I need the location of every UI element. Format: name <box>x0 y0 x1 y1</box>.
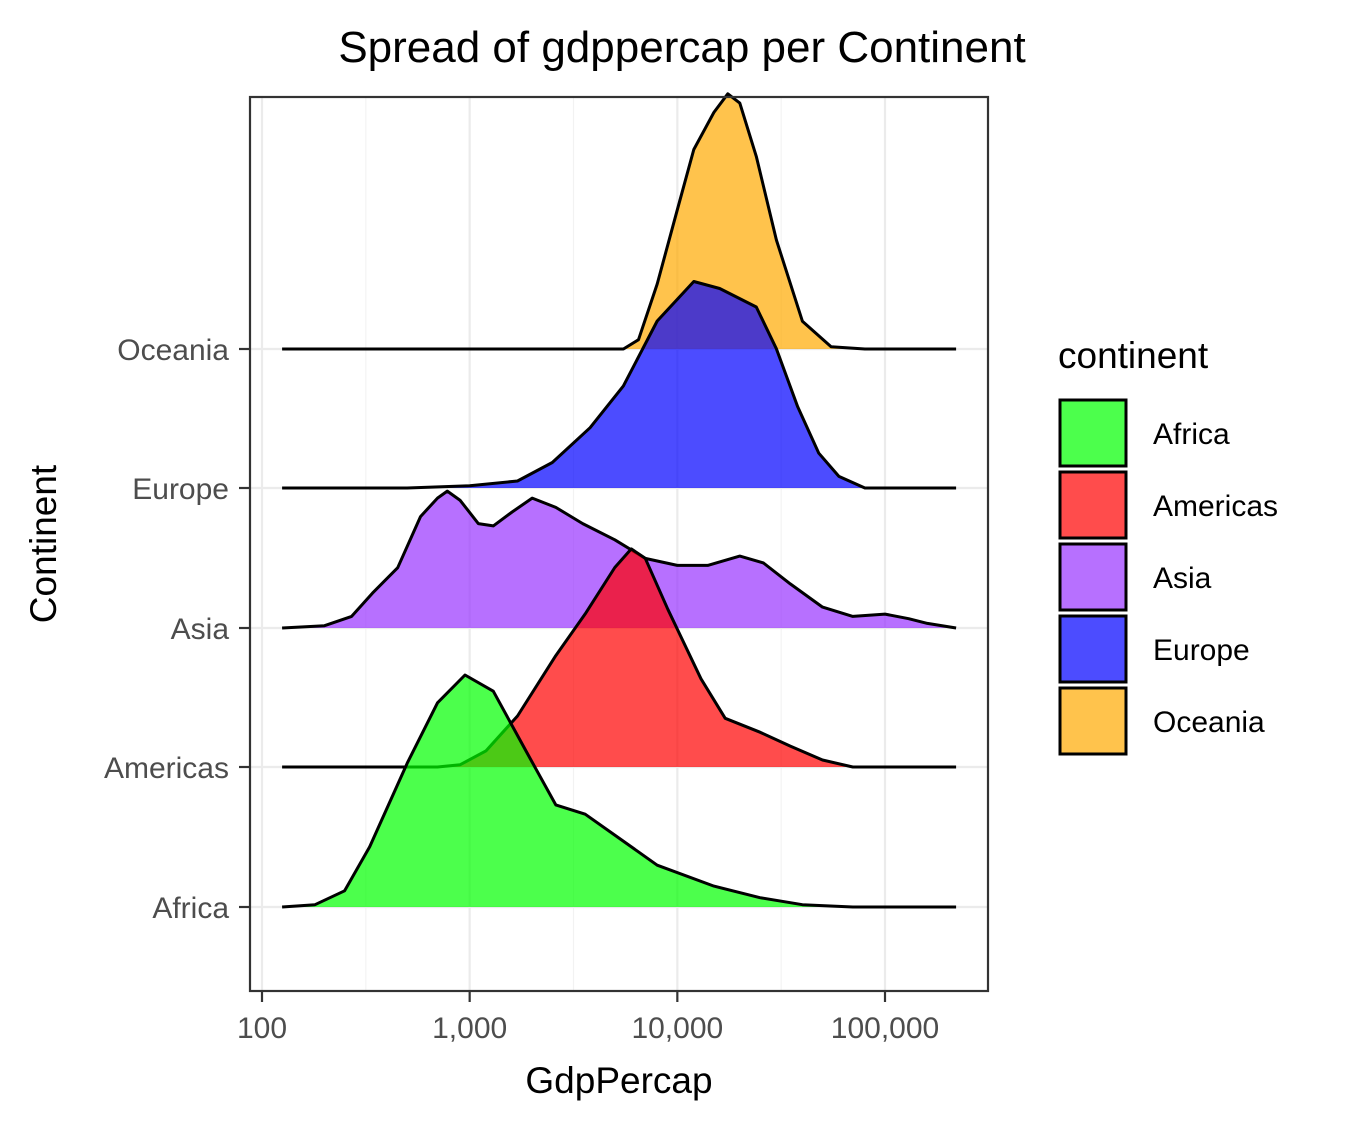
ridge-fill-oceania <box>282 93 957 349</box>
density-ridges <box>281 92 957 909</box>
y-tick-label-europe: Europe <box>132 473 229 506</box>
legend-key-oceania <box>1058 686 1128 756</box>
x-tick-label: 10,000 <box>631 1012 723 1045</box>
ridge-fill-europe <box>282 281 957 488</box>
ridge-outline-europe <box>282 280 957 490</box>
legend-key-asia <box>1058 542 1128 612</box>
x-tick-label: 100,000 <box>831 1012 939 1045</box>
ridge-fill-africa <box>282 675 957 907</box>
legend-key-africa <box>1058 398 1128 468</box>
legend-label-oceania: Oceania <box>1153 706 1265 739</box>
y-tick-label-asia: Asia <box>171 613 230 646</box>
legend-key-europe <box>1058 614 1128 684</box>
legend-label-americas: Americas <box>1153 490 1278 523</box>
y-axis-title: Continent <box>23 464 64 623</box>
ridge-fill-americas <box>282 548 957 767</box>
legend: continent Africa Americas Asia Europe Oceani… <box>1058 335 1278 756</box>
y-tick-label-oceania: Oceania <box>117 334 229 367</box>
legend-label-europe: Europe <box>1153 634 1250 667</box>
legend-title: continent <box>1058 335 1209 376</box>
legend-label-asia: Asia <box>1153 562 1212 595</box>
panel-border <box>248 95 990 993</box>
x-axis: 100 1,000 10,000 100,000 <box>237 991 939 1045</box>
ridge-fill-asia <box>282 491 957 628</box>
x-axis-title: GdpPercap <box>525 1060 712 1101</box>
ridge-outline-africa <box>281 673 957 909</box>
legend-key-americas <box>1058 470 1128 540</box>
ridge-outline-asia <box>282 489 957 630</box>
x-tick-label: 1,000 <box>432 1012 507 1045</box>
y-tick-label-americas: Americas <box>104 752 229 785</box>
y-axis: Africa Americas Asia Europe Oceania <box>104 334 250 925</box>
y-tick-label-africa: Africa <box>152 892 229 925</box>
x-tick-label: 100 <box>237 1012 287 1045</box>
ridge-outline-oceania <box>282 92 957 351</box>
legend-label-africa: Africa <box>1153 418 1230 451</box>
chart-title: Spread of gdppercap per Continent <box>338 23 1025 72</box>
